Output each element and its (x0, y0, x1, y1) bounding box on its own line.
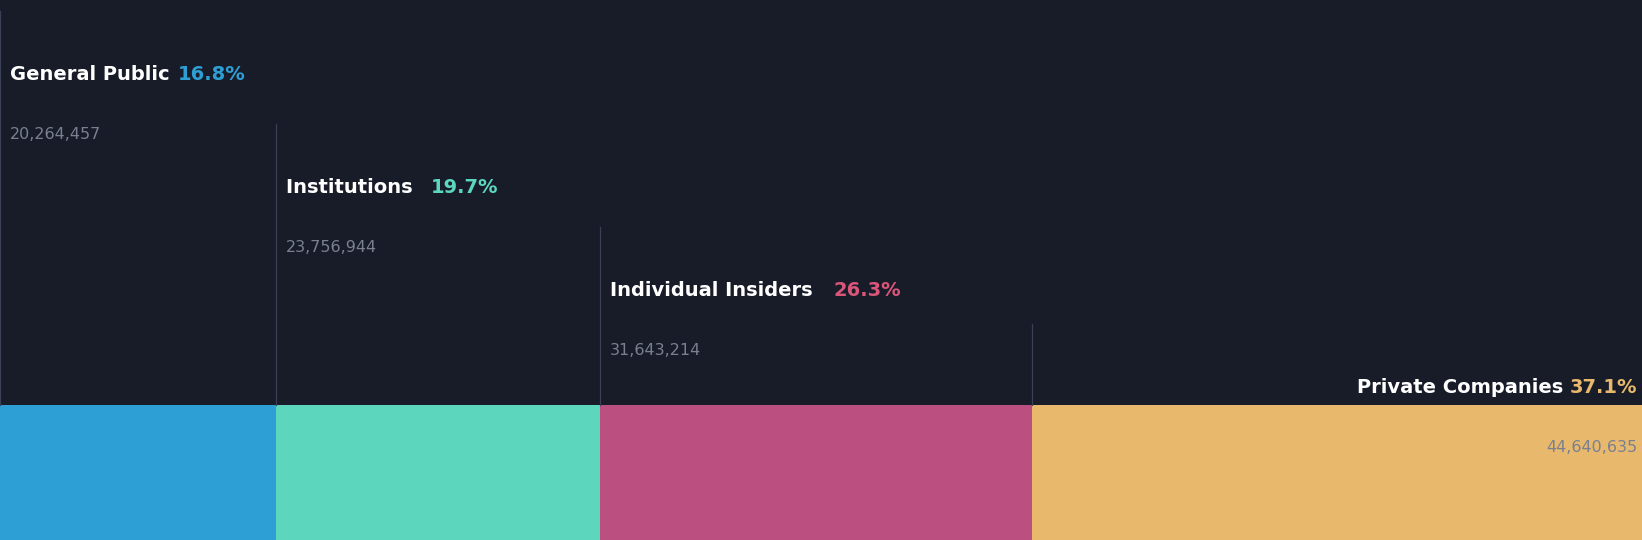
Text: Individual Insiders: Individual Insiders (609, 281, 819, 300)
Bar (1033, 405, 1642, 540)
Bar (276, 405, 599, 540)
Text: 44,640,635: 44,640,635 (1547, 440, 1637, 455)
Text: 26.3%: 26.3% (832, 281, 901, 300)
Text: 37.1%: 37.1% (1570, 378, 1637, 397)
Text: 23,756,944: 23,756,944 (286, 240, 378, 255)
Bar (0, 405, 276, 540)
Text: General Public: General Public (10, 65, 176, 84)
Text: 19.7%: 19.7% (432, 178, 499, 197)
Bar (599, 405, 1033, 540)
Text: 16.8%: 16.8% (177, 65, 245, 84)
Text: Private Companies: Private Companies (1356, 378, 1570, 397)
Text: 20,264,457: 20,264,457 (10, 127, 102, 142)
Text: Institutions: Institutions (286, 178, 419, 197)
Text: 31,643,214: 31,643,214 (609, 343, 701, 358)
